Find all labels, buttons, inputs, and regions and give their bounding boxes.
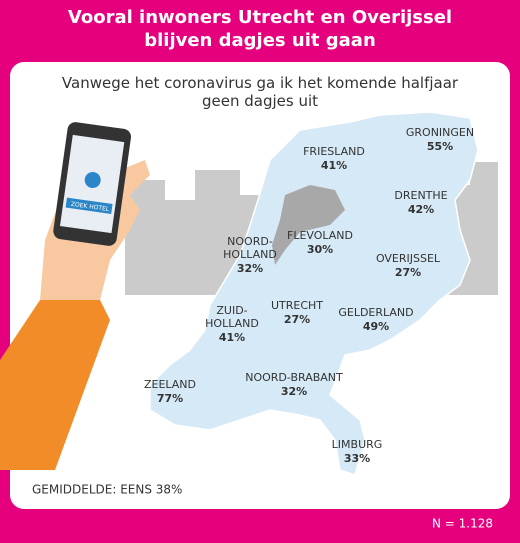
province-name: NOORD- [227,235,273,248]
province-value: 42% [408,203,434,216]
title: Vooral inwoners Utrecht en Overijssel bl… [67,7,453,51]
province-name: LIMBURG [332,438,383,451]
subtitle: Vanwege het coronavirus ga ik het komend… [61,74,459,110]
netherlands-map [149,111,479,476]
province-name: NOORD-BRABANT [245,371,343,384]
average-note: GEMIDDELDE: EENS 38% [32,483,182,497]
ijsselmeer [272,185,345,265]
sample-size: N = 1.128 [432,517,493,531]
province-name: HOLLAND [223,248,277,261]
province-value: 27% [284,313,310,326]
province-name: FRIESLAND [303,145,365,158]
province-name: UTRECHT [271,299,323,312]
province-name: ZEELAND [144,378,196,391]
province-name: GRONINGEN [406,126,474,139]
province-name: DRENTHE [394,189,447,202]
province-value: 27% [395,266,421,279]
province-value: 77% [157,392,183,405]
sleeve [0,300,110,470]
province-name: OVERIJSSEL [376,252,441,265]
province-name: FLEVOLAND [287,229,353,242]
province-value: 49% [363,320,389,333]
province-name: HOLLAND [205,317,259,330]
province-value: 33% [344,452,370,465]
province-name: ZUID- [216,304,247,317]
phone [53,122,132,246]
province-name: GELDERLAND [338,306,413,319]
province-value: 32% [281,385,307,398]
province-value: 55% [427,140,453,153]
province-value: 30% [307,243,333,256]
province-value: 32% [237,262,263,275]
province-value: 41% [321,159,347,172]
province-value: 41% [219,331,245,344]
